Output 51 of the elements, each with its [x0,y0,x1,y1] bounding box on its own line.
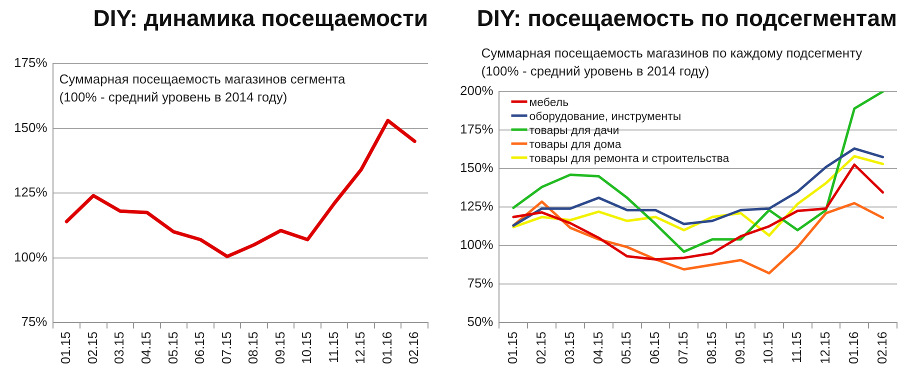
y-tick-label: 100% [14,249,48,264]
y-tick-label: 125% [460,198,494,214]
y-tick-label: 150% [14,120,48,135]
y-tick-label: 125% [14,184,48,200]
x-tick-label: 07.15 [675,331,690,364]
legend-label: мебель [529,96,569,109]
x-tick-label: 06.15 [192,331,208,364]
text: Суммарная посещаемость магазинов по каждому подсегменту [481,46,863,61]
annotation: (100% - средний уровень в 2014 году) [59,90,288,105]
y-tick-label: 75% [21,314,48,330]
x-tick-label: 02.15 [533,331,548,364]
chart-title: DIY: посещаемость по подсегментам [476,5,897,32]
y-tick-label: 150% [460,160,494,176]
x-tick-label: 05.15 [618,331,634,364]
x-tick-label: 06.15 [647,331,662,364]
x-tick-label: 03.15 [112,331,127,364]
x-tick-label: 12.15 [818,331,833,364]
x-tick-label: 05.15 [165,331,180,364]
x-tick-label: 01.16 [379,331,394,364]
x-tick-label: 11.15 [789,331,804,364]
legend-label: товары для дачи [529,124,620,137]
legend-label: товары для дома [529,138,622,151]
x-tick-label: 12.15 [352,331,368,364]
annotation: Суммарная посещаемость магазинов сегмента [59,72,346,87]
y-tick-label: 100% [460,237,494,252]
y-tick-label: 175% [460,122,494,137]
y-tick-label: 200% [460,83,494,98]
x-tick-label: 10.15 [760,331,776,364]
chart-title: DIY: динамика посещаемости [93,5,428,32]
x-tick-label: 10.15 [299,331,314,364]
x-tick-label: 02.15 [84,331,100,364]
x-tick-label: 01.15 [505,331,520,364]
legend-label: оборудование, инструменты [529,110,682,123]
x-tick-label: 09.15 [272,331,288,364]
x-tick-label: 02.16 [406,331,422,364]
x-tick-label: 11.15 [326,331,341,364]
x-tick-label: 09.15 [732,331,748,364]
x-tick-label: 04.15 [138,331,154,364]
x-tick-label: 04.15 [590,331,606,364]
y-tick-label: 175% [14,55,48,70]
text: (100% - средний уровень в 2014 году) [481,64,710,79]
x-tick-label: 08.15 [246,331,261,364]
x-tick-label: 03.15 [562,331,577,364]
x-tick-label: 07.15 [218,331,234,364]
x-tick-label: 08.15 [704,331,719,364]
x-tick-label: 01.15 [58,331,74,364]
x-tick-label: 02.16 [874,331,890,364]
legend-label: товары для ремонта и строительства [529,152,730,165]
x-tick-label: 01.16 [846,331,861,364]
y-tick-label: 75% [467,276,494,291]
y-tick-label: 50% [467,314,494,330]
